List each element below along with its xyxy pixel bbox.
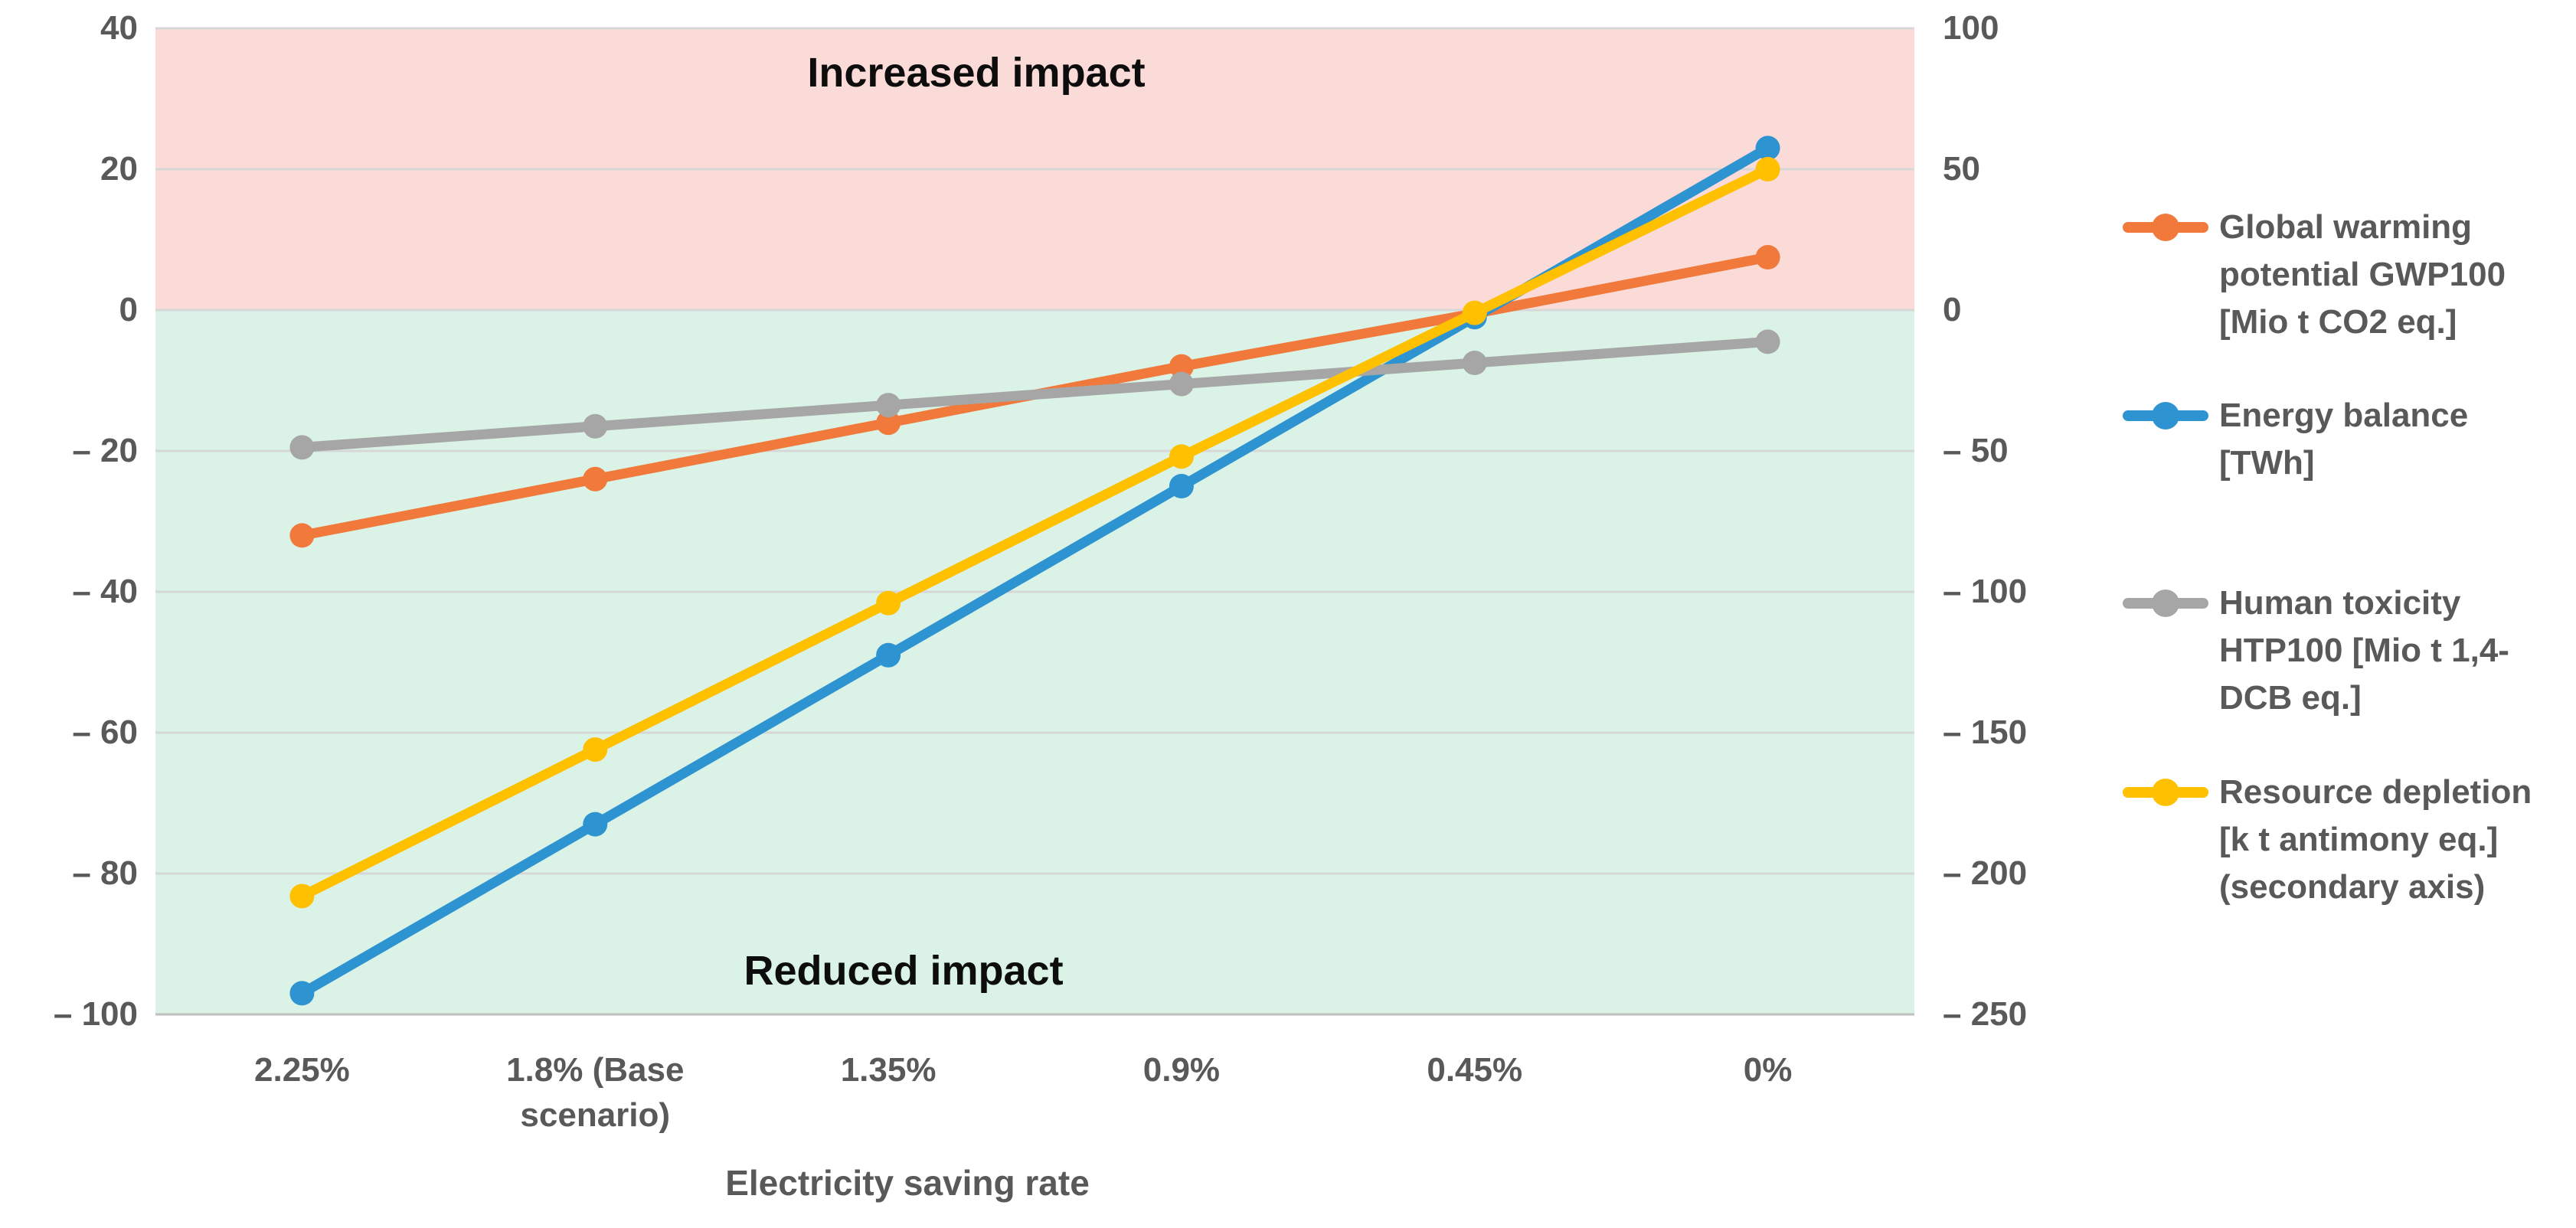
left-axis-tick: – 40	[72, 573, 138, 610]
data-point-marker	[1462, 300, 1487, 325]
legend-entry: Human toxicity HTP100 [Mio t 1,4- DCB eq…	[2123, 580, 2509, 722]
data-point-marker	[289, 981, 315, 1006]
left-axis-tick: – 100	[53, 995, 138, 1033]
legend-dot-icon	[2152, 214, 2179, 241]
legend-label: Resource depletion [k t antimony eq.] (s…	[2219, 773, 2532, 906]
data-point-marker	[1169, 474, 1194, 498]
right-axis-tick: 0	[1943, 291, 1962, 328]
left-axis-tick: – 60	[72, 714, 138, 751]
data-point-marker	[583, 812, 608, 837]
data-point-marker	[1755, 157, 1780, 181]
category-label: 0.9%	[1143, 1051, 1221, 1089]
category-label: 0%	[1743, 1051, 1793, 1089]
legend-dot-icon	[2152, 590, 2179, 617]
legend-marker-icon	[2123, 769, 2208, 816]
reduced-impact-label: Reduced impact	[744, 948, 1064, 994]
data-point-marker	[1755, 136, 1780, 161]
data-point-marker	[583, 737, 608, 763]
category-label: 2.25%	[254, 1051, 350, 1089]
data-point-marker	[289, 523, 315, 548]
data-point-marker	[289, 883, 315, 909]
legend-entry: Resource depletion [k t antimony eq.] (s…	[2123, 769, 2532, 911]
legend-dot-icon	[2152, 779, 2179, 806]
x-axis-title: Electricity saving rate	[725, 1163, 1090, 1203]
right-axis-tick: – 50	[1943, 432, 2009, 469]
data-point-marker	[289, 435, 315, 460]
left-axis-tick: 40	[100, 9, 138, 47]
legend-marker-icon	[2123, 204, 2208, 251]
category-label: 0.45%	[1427, 1051, 1523, 1089]
right-axis-tick: – 150	[1943, 714, 2028, 751]
left-axis-tick: 0	[119, 291, 138, 328]
data-point-marker	[876, 393, 901, 418]
data-point-marker	[1462, 351, 1487, 375]
left-axis-tick: 20	[100, 150, 138, 188]
data-point-marker	[583, 466, 608, 492]
right-axis-tick: – 200	[1943, 854, 2028, 892]
legend-marker-icon	[2123, 392, 2208, 439]
data-point-marker	[583, 413, 608, 439]
data-point-marker	[1169, 354, 1194, 379]
right-axis-tick: 50	[1943, 150, 1980, 188]
data-point-marker	[1169, 371, 1194, 397]
series-line-3	[296, 336, 1773, 452]
reduced-impact-region	[155, 310, 1914, 1014]
legend-entry: Energy balance [TWh]	[2123, 392, 2468, 487]
right-axis-tick: 100	[1943, 9, 1999, 47]
data-point-marker	[1755, 329, 1780, 354]
legend-label: Human toxicity HTP100 [Mio t 1,4- DCB eq…	[2219, 584, 2509, 717]
legend-label: Energy balance [TWh]	[2219, 397, 2469, 482]
data-point-marker	[1755, 245, 1780, 269]
category-label: 1.35%	[840, 1051, 937, 1089]
legend-dot-icon	[2152, 402, 2179, 429]
left-axis-tick: – 80	[72, 854, 138, 892]
data-point-marker	[876, 410, 901, 436]
left-axis-tick: – 20	[72, 432, 138, 469]
category-label: 1.8% (Base scenario)	[506, 1051, 685, 1135]
legend-marker-icon	[2123, 580, 2208, 627]
legend-label: Global warming potential GWP100 [Mio t C…	[2219, 208, 2506, 341]
right-axis-tick: – 250	[1943, 995, 2028, 1033]
data-point-marker	[876, 642, 901, 668]
increased-impact-label: Increased impact	[807, 50, 1146, 96]
legend-entry: Global warming potential GWP100 [Mio t C…	[2123, 204, 2506, 346]
series-line-4	[296, 164, 1773, 901]
right-axis-tick: – 100	[1943, 573, 2028, 610]
data-point-marker	[1169, 444, 1194, 469]
data-point-marker	[876, 590, 901, 616]
